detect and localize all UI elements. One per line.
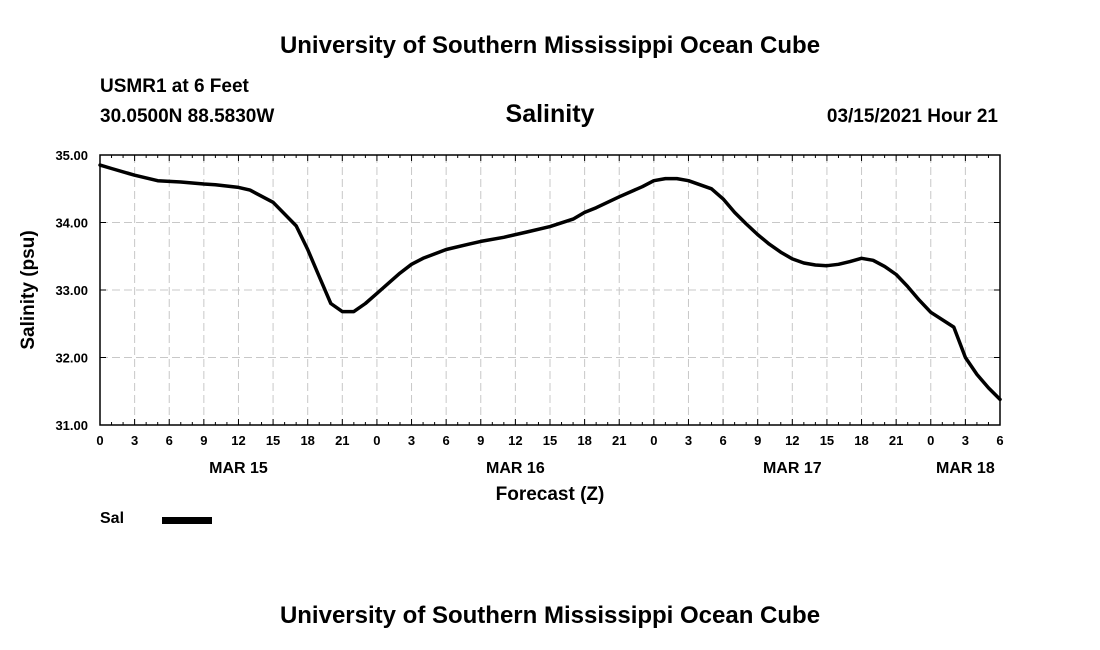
x-tick-label: 0	[650, 433, 657, 448]
x-tick-label: 0	[927, 433, 934, 448]
x-tick-label: 9	[200, 433, 207, 448]
x-tick-label: 0	[373, 433, 380, 448]
page-title: University of Southern Mississippi Ocean…	[279, 32, 821, 59]
x-tick-label: 3	[962, 433, 969, 448]
y-axis-title: Salinity (psu)	[18, 230, 39, 349]
legend-line-swatch	[162, 517, 212, 524]
x-tick-label: 6	[719, 433, 726, 448]
x-day-label: MAR 17	[763, 460, 822, 477]
x-tick-label: 21	[335, 433, 349, 448]
y-tick-label: 32.00	[55, 351, 88, 366]
x-axis-title: Forecast (Z)	[496, 484, 605, 505]
x-tick-label: 12	[508, 433, 522, 448]
y-tick-label: 31.00	[55, 418, 88, 433]
x-tick-label: 3	[131, 433, 138, 448]
x-tick-label: 6	[166, 433, 173, 448]
chart-grid	[100, 155, 1000, 425]
x-tick-label: 18	[300, 433, 314, 448]
x-tick-label: 15	[820, 433, 834, 448]
y-tick-label: 34.00	[55, 216, 88, 231]
x-tick-label: 6	[996, 433, 1003, 448]
x-tick-label: 21	[889, 433, 903, 448]
x-tick-label: 18	[854, 433, 868, 448]
x-tick-label: 15	[266, 433, 280, 448]
station-name: USMR1 at 6 Feet	[100, 76, 249, 97]
x-tick-label: 9	[477, 433, 484, 448]
chart-title: Salinity	[505, 100, 595, 128]
x-tick-label: 18	[577, 433, 591, 448]
x-day-label: MAR 18	[936, 460, 995, 477]
footer-title: University of Southern Mississippi Ocean…	[279, 602, 821, 629]
axis-labels: 0 3 6 9 12 15 18 21 0 3 6 9 12 15 18 21 0 3 6 9 12 15 18 21 0 3 6 3…	[55, 148, 1003, 477]
x-tick-label: 21	[612, 433, 626, 448]
y-tick-label: 35.00	[55, 148, 88, 163]
legend-label: Sal	[100, 510, 125, 527]
x-tick-label: 6	[443, 433, 450, 448]
y-tick-label: 33.00	[55, 283, 88, 298]
x-tick-label: 12	[231, 433, 245, 448]
x-tick-label: 15	[543, 433, 557, 448]
plot-frame	[99, 154, 1001, 426]
x-day-label: MAR 15	[209, 460, 268, 477]
x-tick-label: 0	[96, 433, 103, 448]
x-day-label: MAR 16	[486, 460, 545, 477]
x-tick-label: 3	[408, 433, 415, 448]
station-coordinates: 30.0500N 88.5830W	[100, 106, 275, 127]
salinity-series-line	[98, 163, 1002, 402]
x-tick-label: 12	[785, 433, 799, 448]
x-tick-label: 9	[754, 433, 761, 448]
x-tick-label: 3	[685, 433, 692, 448]
forecast-datetime: 03/15/2021 Hour 21	[826, 106, 998, 127]
